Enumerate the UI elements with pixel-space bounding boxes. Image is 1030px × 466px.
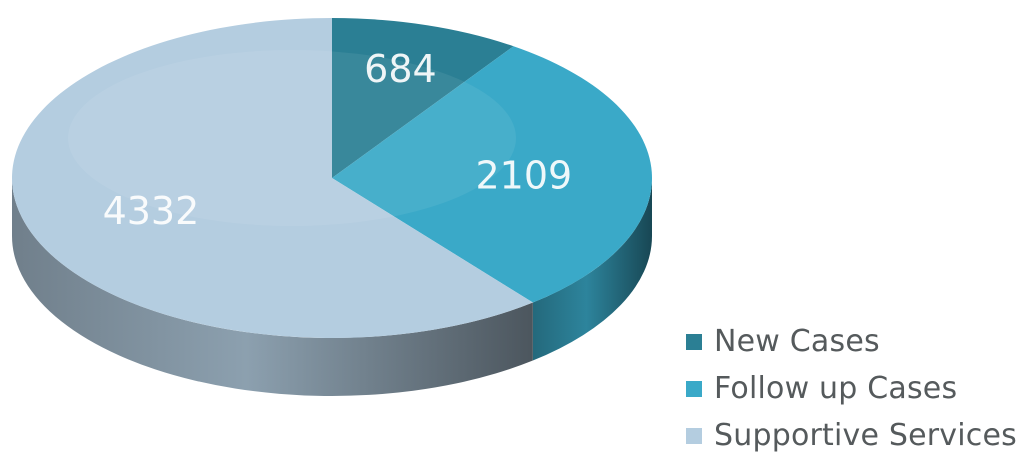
data-label-follow-up-cases: 2109 — [476, 153, 573, 197]
legend-item-supportive-services: Supportive Services — [686, 412, 1026, 459]
legend-label-supportive-services: Supportive Services — [714, 418, 1017, 453]
legend-label-new-cases: New Cases — [714, 324, 880, 359]
data-label-supportive-services: 4332 — [103, 189, 200, 233]
pie-slice-follow-up-cases — [332, 46, 653, 303]
legend-swatch-new-cases — [686, 333, 702, 350]
pie-slice-new-cases — [332, 18, 514, 178]
data-label-new-cases: 684 — [364, 47, 437, 91]
chart-legend: New Cases Follow up Cases Supportive Ser… — [686, 318, 1026, 459]
legend-item-follow-up-cases: Follow up Cases — [686, 365, 1026, 412]
legend-label-follow-up-cases: Follow up Cases — [714, 371, 958, 406]
legend-swatch-supportive-services — [686, 427, 702, 444]
pie-side-supportive-services — [12, 178, 533, 396]
legend-item-new-cases: New Cases — [686, 318, 1026, 365]
pie-side-follow-up-cases — [532, 178, 652, 361]
legend-swatch-follow-up-cases — [686, 380, 702, 397]
pie-slice-supportive-services — [11, 18, 533, 338]
